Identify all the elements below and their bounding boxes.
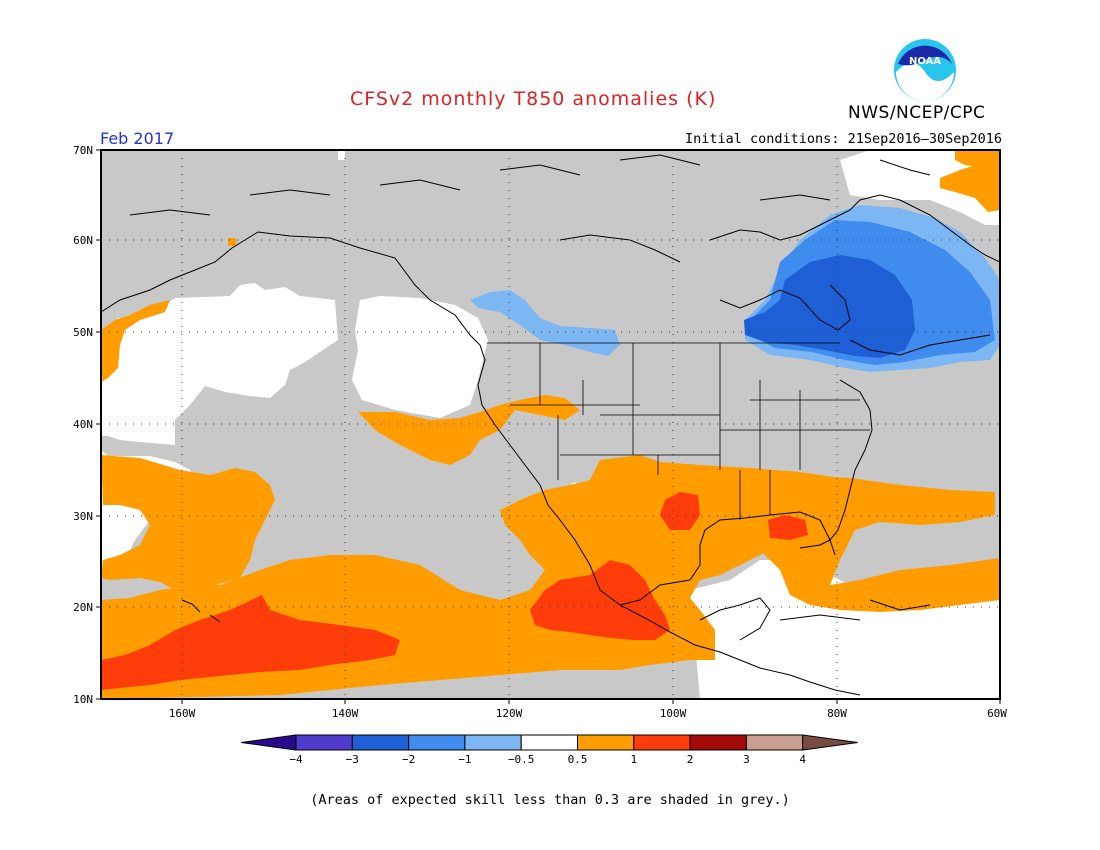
lat-label: 60N (73, 234, 93, 247)
region-texas-hot (660, 492, 700, 530)
skill-footnote: (Areas of expected skill less than 0.3 a… (310, 792, 790, 808)
lon-label: 140W (332, 707, 359, 720)
region-tropical-pacific-hot (101, 595, 400, 690)
lon-label: 60W (987, 707, 1007, 720)
latitude-labels: 70N 60N 50N 40N 30N 20N 10N (73, 144, 93, 706)
colorbar-swatch (577, 734, 635, 751)
region-southern-us-warm (570, 455, 860, 590)
noaa-logo: NOAA (894, 39, 956, 101)
region-west-coast-warm (358, 395, 580, 465)
colorbar-label: 4 (799, 753, 806, 766)
region-alaska-white (338, 150, 345, 160)
colorbar-swatch (520, 734, 579, 751)
colorbar-label: −2 (402, 753, 415, 766)
colorbar-swatch (408, 734, 466, 751)
colorbar-label: 2 (687, 753, 694, 766)
colorbar-label: −3 (346, 753, 359, 766)
region-northwest-below-normal (470, 290, 620, 356)
colorbar-arrow-high (802, 734, 858, 751)
logo-text: NOAA (909, 56, 941, 67)
lat-label: 50N (73, 326, 93, 339)
lat-label: 20N (73, 601, 93, 614)
lon-label: 120W (496, 707, 523, 720)
axis-ticks (96, 149, 1001, 704)
lat-label: 10N (73, 693, 93, 706)
colorbar-labels: −4 −3 −2 −1 −0.5 0.5 1 2 3 4 (289, 753, 806, 766)
region-pacific-northwest-warm (101, 300, 170, 382)
chart-title: CFSv2 monthly T850 anomalies (K) (350, 88, 717, 110)
lat-label: 40N (73, 418, 93, 431)
longitude-labels: 160W 140W 120W 100W 80W 60W (169, 707, 1008, 720)
forecast-month: Feb 2017 (100, 129, 175, 148)
lon-label: 100W (660, 707, 687, 720)
colorbar-swatch (295, 734, 353, 751)
colorbar-label: −0.5 (508, 753, 535, 766)
colorbar-swatch (351, 734, 410, 751)
colorbar-arrow-low (240, 734, 297, 751)
lat-label: 30N (73, 510, 93, 523)
colorbar-label: −1 (458, 753, 471, 766)
region-alaska-warm-dot (228, 238, 236, 246)
lon-label: 80W (827, 707, 847, 720)
agency-label: NWS/NCEP/CPC (848, 103, 986, 123)
colorbar-label: 0.5 (568, 753, 588, 766)
colorbar-swatch (689, 734, 747, 751)
colorbar-swatch (633, 734, 691, 751)
political-borders (487, 342, 870, 520)
lat-label: 70N (73, 144, 93, 157)
region-arctic-warm (940, 160, 1000, 212)
colorbar-swatch (464, 734, 522, 751)
region-arctic-warm-top (955, 150, 1000, 168)
region-north-pacific-near-normal (101, 283, 338, 445)
region-arctic-white (840, 150, 1000, 225)
colorbar-label: 3 (743, 753, 750, 766)
colorbar-swatches (240, 734, 858, 751)
map-fields (101, 150, 1000, 699)
lon-label: 160W (169, 707, 196, 720)
region-mexico-warm-core (530, 560, 670, 640)
region-subtropical-pacific-warm (101, 455, 275, 590)
region-eastern-canada-cold (744, 255, 915, 358)
initial-conditions: Initial conditions: 21Sep2016–30Sep2016 (685, 131, 1002, 147)
region-west-coast-near-normal (352, 296, 488, 418)
colorbar-label: 1 (630, 753, 637, 766)
colorbar-label: −4 (289, 753, 303, 766)
colorbar-swatch (745, 734, 804, 751)
region-georgia-hot (768, 515, 808, 540)
